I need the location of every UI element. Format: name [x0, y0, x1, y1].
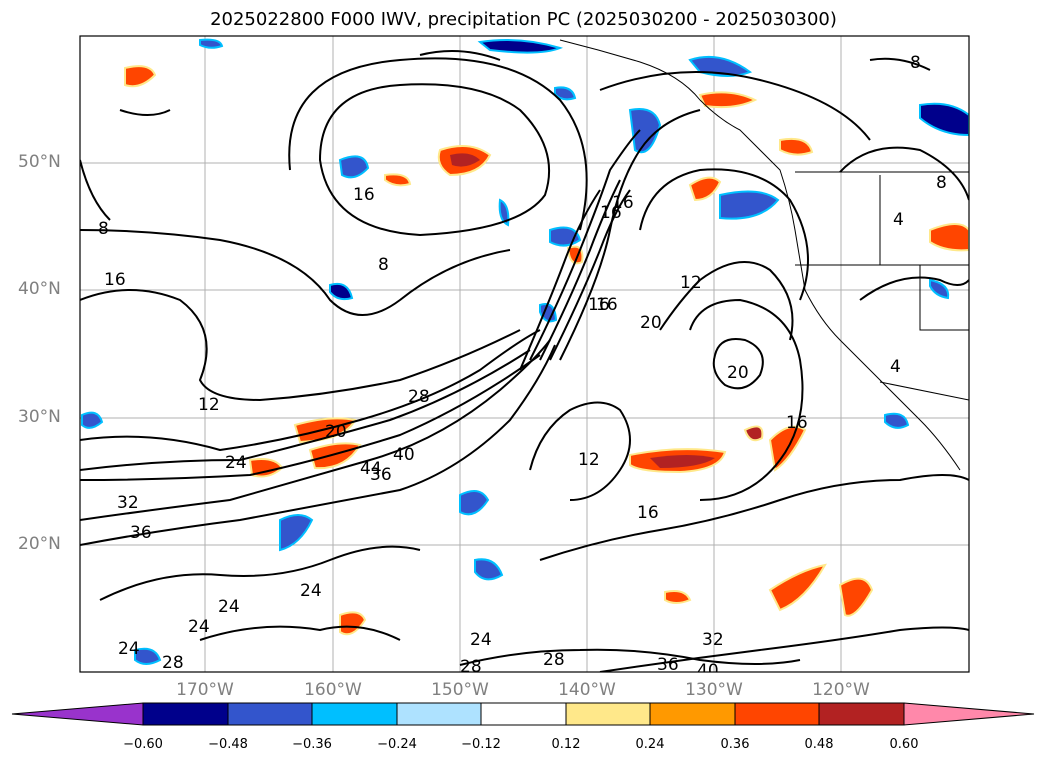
contour-label: 16 [612, 193, 634, 213]
colorbar [11, 702, 1035, 726]
lat-label-30n: 30°N [18, 407, 61, 427]
contour-label: 16 [588, 295, 610, 315]
lat-label-50n: 50°N [18, 152, 61, 172]
contour-labels: 8 16 8 16 16 12 20 24 32 36 28 40 44 36 … [98, 53, 947, 681]
contour-label: 44 [360, 459, 382, 479]
contour-label: 8 [910, 53, 921, 73]
lon-label-170w: 170°W [176, 680, 234, 700]
contour-label: 4 [890, 357, 901, 377]
colorbar-bin [480, 702, 567, 726]
contour-label: 20 [727, 363, 749, 383]
contour-label: 16 [786, 413, 808, 433]
contour-label: 36 [370, 465, 392, 485]
contour-label: 16 [637, 503, 659, 523]
map-title: 2025022800 F000 IWV, precipitation PC (2… [210, 9, 837, 30]
colorbar-tick: −0.36 [292, 737, 332, 752]
contour-label: 32 [702, 630, 724, 650]
colorbar-bin [649, 702, 736, 726]
contour-label: 8 [936, 173, 947, 193]
contour-label: 36 [130, 523, 152, 543]
colorbar-tick: 0.36 [720, 737, 750, 752]
map-frame [79, 35, 970, 673]
colorbar-tick: −0.48 [208, 737, 248, 752]
contour-label: 28 [460, 657, 482, 677]
colorbar-bin [565, 702, 651, 726]
contour-label: 24 [188, 617, 210, 637]
colorbar-tick: 0.48 [804, 737, 834, 752]
contour-label: 24 [218, 597, 240, 617]
contour-label: 28 [408, 387, 430, 407]
lon-label-160w: 160°W [304, 680, 362, 700]
grid-lines [80, 36, 969, 672]
colorbar-tick: 0.24 [635, 737, 665, 752]
contour-label: 8 [378, 255, 389, 275]
contour-label: 4 [893, 210, 904, 230]
lon-label-150w: 150°W [431, 680, 489, 700]
lon-label-130w: 130°W [685, 680, 743, 700]
contour-label: 16 [104, 270, 126, 290]
contour-label: 16 [596, 295, 618, 315]
lon-label-120w: 120°W [812, 680, 870, 700]
contour-label: 40 [393, 445, 415, 465]
contour-label: 12 [198, 395, 220, 415]
contour-label: 24 [225, 453, 247, 473]
coastlines [559, 39, 969, 471]
contour-label: 12 [680, 273, 702, 293]
contour-label: 20 [640, 313, 662, 333]
colorbar-extend-right [903, 702, 1035, 726]
contour-label: 40 [697, 661, 719, 681]
colorbar-bin [142, 702, 229, 726]
colorbar-bin [818, 702, 905, 726]
colorbar-tick: 0.12 [551, 737, 581, 752]
lon-label-140w: 140°W [558, 680, 616, 700]
precip-fills [81, 38, 969, 665]
colorbar-bin [311, 702, 398, 726]
colorbar-tick: −0.24 [377, 737, 417, 752]
contour-label: 28 [543, 650, 565, 670]
lat-label-20n: 20°N [18, 534, 61, 554]
contour-label: 24 [118, 639, 140, 659]
colorbar-tick: 0.60 [889, 737, 919, 752]
contour-label: 8 [98, 219, 109, 239]
contour-label: 24 [470, 630, 492, 650]
lat-label-40n: 40°N [18, 279, 61, 299]
contour-label: 36 [657, 655, 679, 675]
contour-label: 20 [325, 422, 347, 442]
contour-label: 16 [353, 185, 375, 205]
iwv-contours [80, 50, 969, 672]
contour-label: 28 [162, 653, 184, 673]
contour-label: 16 [600, 203, 622, 223]
contour-label: 12 [578, 450, 600, 470]
colorbar-extend-left [11, 702, 144, 726]
contour-label: 24 [300, 581, 322, 601]
colorbar-bin [734, 702, 820, 726]
colorbar-bin [227, 702, 313, 726]
contour-label: 32 [117, 493, 139, 513]
colorbar-bin [396, 702, 482, 726]
colorbar-tick: −0.60 [123, 737, 163, 752]
colorbar-tick: −0.12 [461, 737, 501, 752]
